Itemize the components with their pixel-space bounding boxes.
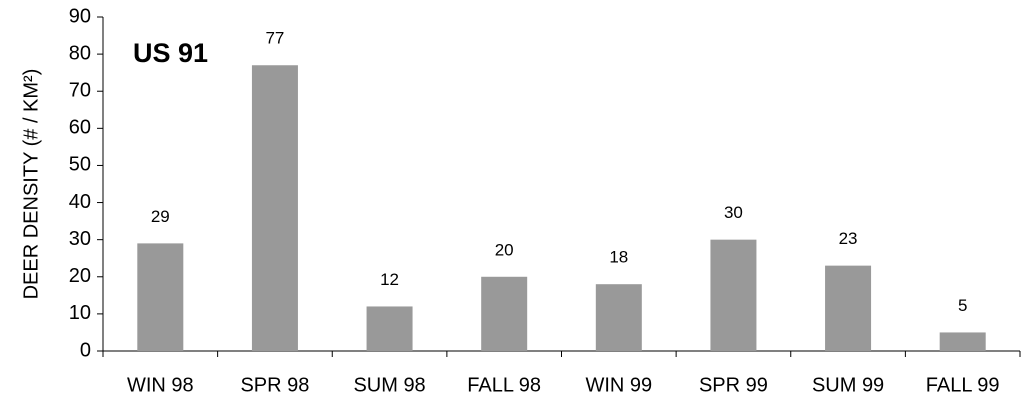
x-tick-label: FALL 98 bbox=[467, 374, 541, 396]
y-tick-label: 80 bbox=[69, 42, 91, 64]
y-tick-label: 0 bbox=[80, 339, 91, 361]
data-label: 5 bbox=[958, 296, 967, 315]
y-tick-label: 40 bbox=[69, 191, 91, 213]
y-axis-label: DEER DENSITY (# / KM²) bbox=[20, 69, 42, 300]
data-label: 29 bbox=[151, 207, 170, 226]
y-tick-label: 90 bbox=[69, 5, 91, 27]
x-tick-label: SUM 99 bbox=[812, 374, 884, 396]
data-label: 30 bbox=[724, 203, 743, 222]
bar bbox=[825, 265, 872, 351]
y-tick-label: 60 bbox=[69, 117, 91, 139]
bar bbox=[137, 243, 184, 351]
data-label: 77 bbox=[265, 29, 284, 48]
data-label: 18 bbox=[609, 248, 628, 267]
y-tick-label: 20 bbox=[69, 265, 91, 287]
bar bbox=[366, 306, 413, 351]
y-tick-label: 30 bbox=[69, 228, 91, 250]
x-tick-label: SPR 98 bbox=[240, 374, 309, 396]
data-label: 20 bbox=[495, 240, 514, 259]
x-tick-label: SPR 99 bbox=[699, 374, 768, 396]
bar bbox=[595, 284, 642, 351]
y-tick-label: 70 bbox=[69, 80, 91, 102]
data-label: 12 bbox=[380, 270, 399, 289]
bar bbox=[251, 65, 298, 351]
x-tick-label: WIN 99 bbox=[585, 374, 652, 396]
y-tick-label: 10 bbox=[69, 302, 91, 324]
bar bbox=[481, 276, 528, 351]
bar bbox=[710, 239, 757, 351]
x-tick-label: SUM 98 bbox=[353, 374, 425, 396]
data-label: 23 bbox=[839, 229, 858, 248]
annotation: US 91 bbox=[133, 38, 208, 68]
y-tick-label: 50 bbox=[69, 154, 91, 176]
x-tick-label: FALL 99 bbox=[926, 374, 1000, 396]
bar bbox=[939, 332, 986, 351]
x-tick-label: WIN 98 bbox=[127, 374, 194, 396]
